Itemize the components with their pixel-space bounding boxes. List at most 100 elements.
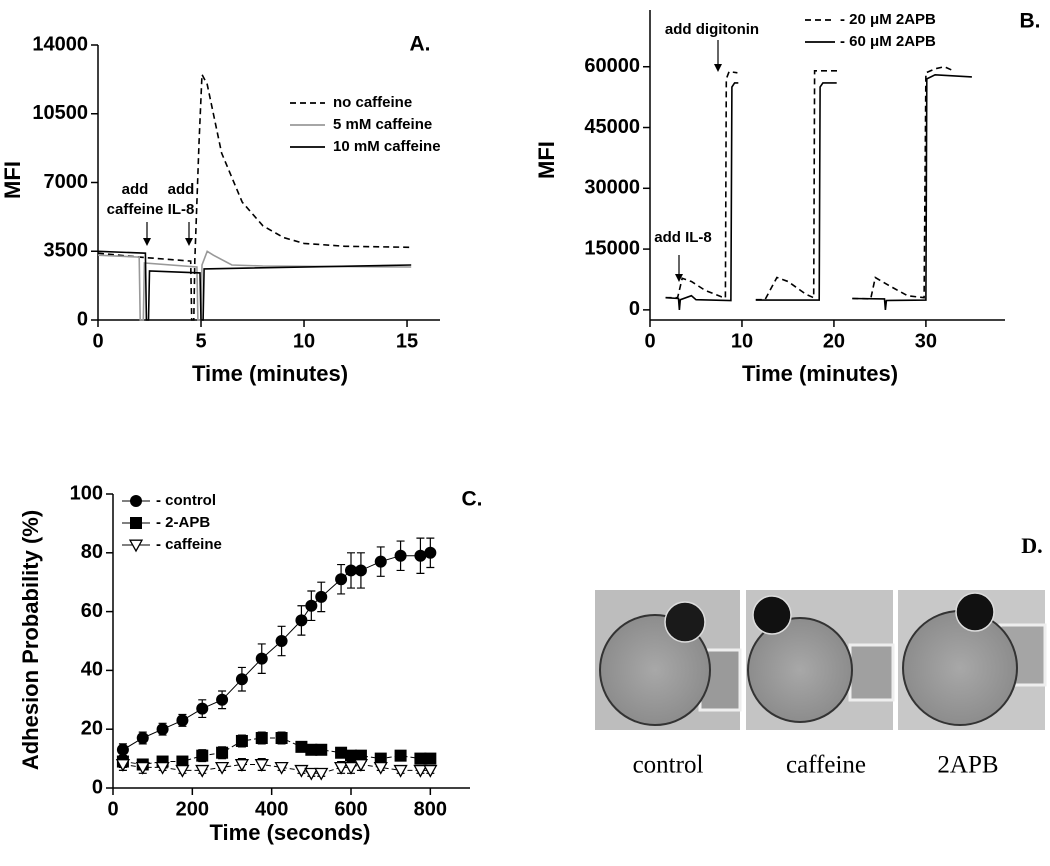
annotation: IL-8	[168, 201, 195, 218]
arrow-head	[185, 238, 193, 246]
x-axis-label: Time (seconds)	[210, 820, 371, 845]
bead	[955, 592, 995, 632]
marker	[255, 652, 268, 665]
marker	[373, 761, 388, 775]
marker	[315, 590, 328, 603]
x-tick-label: 10	[293, 330, 315, 352]
marker	[254, 759, 269, 772]
caption: caffeine	[786, 752, 866, 779]
y-axis-label: MFI	[534, 141, 559, 179]
marker	[414, 549, 427, 562]
marker	[394, 749, 407, 762]
marker	[294, 764, 309, 778]
y-axis-label: Adhesion Probability (%)	[18, 510, 43, 770]
marker	[135, 761, 150, 775]
x-tick-label: 0	[92, 330, 103, 352]
marker	[295, 614, 308, 627]
y-tick-label: 80	[81, 541, 103, 563]
legend-label: no caffeine	[333, 94, 412, 111]
annotation: add digitonin	[665, 21, 759, 38]
chart: 0 15000 30000 45000 60000 0 10 20 30 Time (minute…	[534, 10, 1041, 386]
marker	[216, 746, 229, 759]
y-tick-label: 100	[70, 482, 103, 504]
marker	[353, 759, 369, 772]
marker	[393, 764, 408, 778]
marker	[335, 746, 348, 759]
marker	[214, 761, 230, 775]
legend-label: - 20 μM 2APB	[840, 11, 936, 28]
marker	[155, 761, 170, 775]
series-line	[97, 250, 412, 321]
marker	[115, 759, 131, 772]
marker	[116, 743, 129, 756]
cell	[902, 610, 1018, 726]
marker	[333, 761, 349, 775]
x-tick-label: 20	[823, 330, 845, 352]
marker	[128, 539, 144, 553]
marker	[413, 764, 428, 778]
marker	[130, 517, 142, 529]
y-tick-label: 3500	[44, 240, 89, 262]
marker	[374, 555, 387, 568]
x-tick-label: 0	[107, 798, 118, 820]
x-tick-label: 200	[176, 798, 209, 820]
panel-d: control caffeine 2APB D.	[595, 533, 1047, 779]
x-axis-label: Time (minutes)	[192, 361, 348, 386]
bead	[752, 595, 792, 635]
marker	[176, 755, 189, 768]
panel-label: D.	[1021, 533, 1042, 558]
marker	[295, 740, 308, 753]
arrow-head	[714, 64, 722, 72]
marker	[130, 495, 142, 507]
y-tick-label: 20	[81, 717, 103, 739]
x-axis-label: Time (minutes)	[742, 361, 898, 386]
chart: 0 3500 7000 10500 14000 0 5 10 15 Time (minutes) M…	[0, 33, 441, 386]
cell	[747, 617, 853, 723]
y-tick-label: 40	[81, 659, 103, 681]
marker	[156, 723, 169, 736]
x-tick-label: 400	[255, 798, 288, 820]
marker	[196, 702, 209, 715]
y-tick-label: 15000	[584, 237, 640, 259]
marker	[304, 767, 319, 781]
arrow-head	[143, 238, 151, 246]
x-tick-label: 30	[915, 330, 937, 352]
series-line	[665, 73, 972, 310]
marker	[255, 732, 268, 745]
caption: control	[633, 752, 704, 779]
marker	[195, 764, 210, 778]
marker	[343, 761, 359, 775]
marker	[196, 749, 209, 762]
bead	[664, 601, 706, 643]
legend-label: - 60 μM 2APB	[840, 33, 936, 50]
x-tick-label: 800	[414, 798, 447, 820]
panel-label: B.	[1020, 10, 1041, 33]
marker	[374, 752, 387, 765]
y-tick-label: 10500	[32, 102, 88, 124]
x-tick-label: 600	[334, 798, 367, 820]
marker	[305, 599, 318, 612]
marker	[216, 693, 229, 706]
marker	[136, 732, 149, 745]
y-tick-label: 30000	[584, 177, 640, 199]
marker	[414, 752, 427, 765]
marker	[345, 749, 357, 762]
marker	[176, 714, 189, 727]
caption: 2APB	[937, 752, 998, 779]
legend-label: 10 mM caffeine	[333, 138, 441, 155]
y-tick-label: 0	[92, 776, 103, 798]
y-tick-label: 45000	[584, 116, 640, 138]
pipette	[848, 643, 895, 702]
legend-label: - 2-APB	[156, 514, 210, 531]
y-axis-label: MFI	[0, 161, 25, 199]
chart: 0 20 40 60 80 100 0 200 400 600 800 Time (seconds) A…	[18, 482, 483, 845]
marker	[424, 546, 437, 559]
annotation: caffeine	[107, 201, 164, 218]
marker	[274, 761, 289, 775]
marker	[235, 673, 248, 686]
marker	[305, 743, 318, 756]
x-tick-label: 5	[195, 330, 206, 352]
x-tick-label: 0	[644, 330, 655, 352]
marker	[423, 764, 438, 778]
